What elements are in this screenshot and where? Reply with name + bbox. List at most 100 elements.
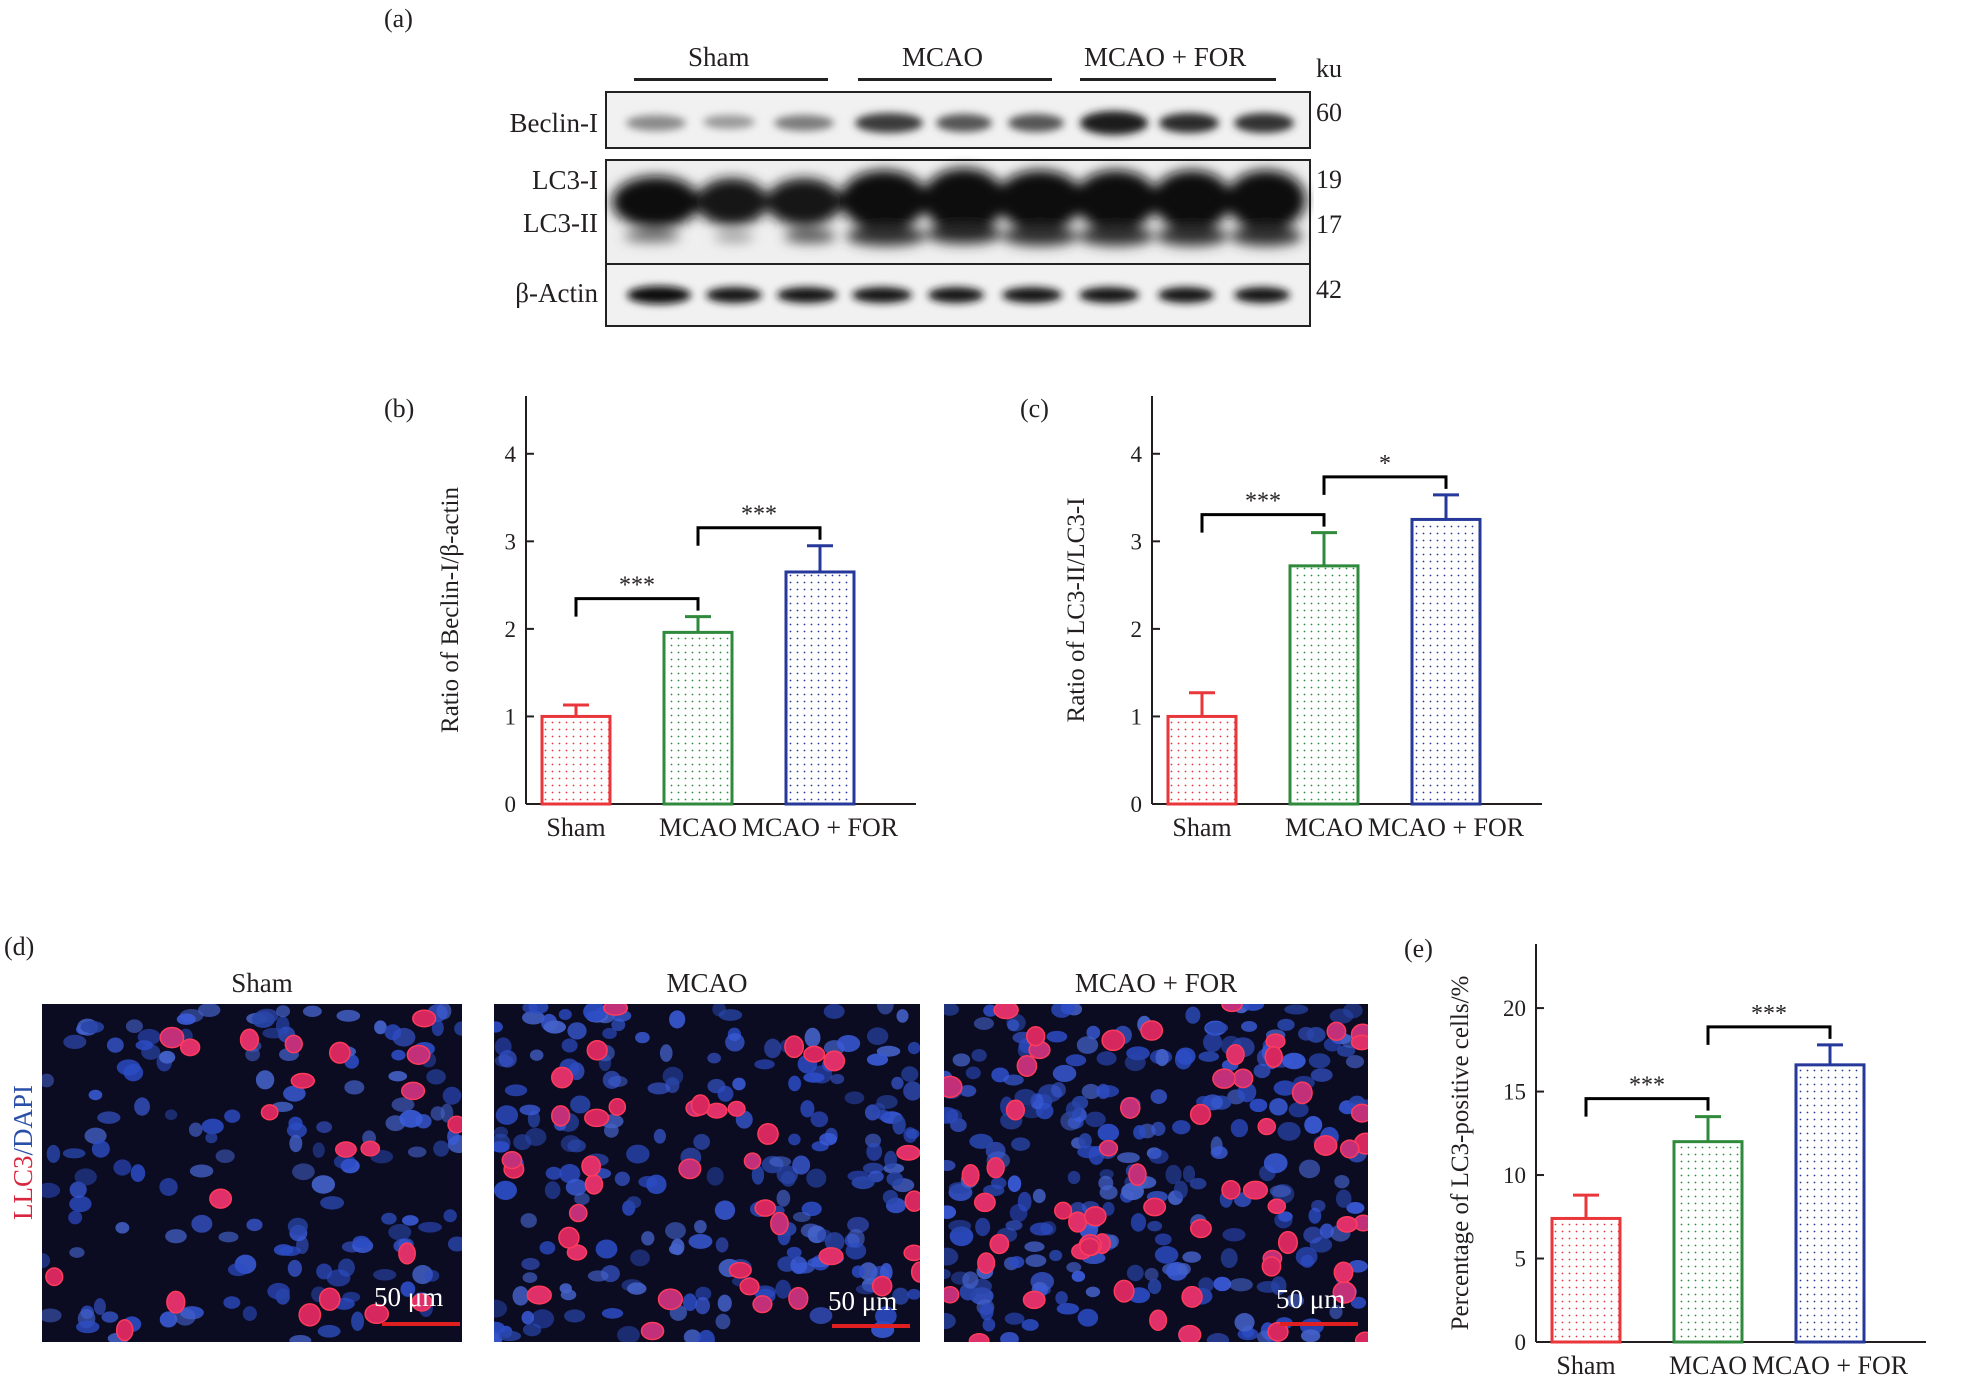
dapi-nucleus — [494, 1141, 510, 1153]
dapi-nucleus — [1304, 1115, 1323, 1134]
dapi-nucleus — [317, 1324, 341, 1338]
significance-label: *** — [619, 573, 655, 599]
micrograph-mcao-for — [944, 1004, 1368, 1342]
significance-bracket — [1706, 1025, 1832, 1045]
dapi-nucleus — [1241, 1020, 1258, 1032]
dapi-nucleus — [810, 1065, 833, 1084]
panel-label-d: (d) — [4, 932, 35, 961]
bar — [1166, 714, 1238, 806]
dapi-nucleus — [529, 1049, 544, 1061]
dapi-nucleus — [46, 1144, 61, 1163]
dapi-nucleus — [1350, 1296, 1367, 1309]
dapi-nucleus — [1121, 1182, 1144, 1201]
dapi-nucleus — [312, 1142, 325, 1158]
dapi-nucleus — [373, 1269, 397, 1281]
dapi-nucleus — [851, 1265, 865, 1278]
lc3-positive-cell — [406, 1044, 431, 1065]
lc3-positive-cell — [1149, 1309, 1168, 1331]
dapi-nucleus — [786, 1246, 802, 1259]
panel-label-c: (c) — [1020, 394, 1049, 423]
scale-bar-mcao-for — [1280, 1322, 1358, 1326]
dapi-nucleus — [1009, 1256, 1025, 1269]
dapi-nucleus — [1117, 1152, 1140, 1164]
stain-label-red: LLC3 — [8, 1155, 38, 1221]
dapi-nucleus — [311, 1175, 336, 1194]
dapi-nucleus — [969, 1133, 994, 1149]
dapi-nucleus — [388, 1071, 408, 1082]
dapi-nucleus — [990, 1177, 1007, 1190]
y-axis-label: Ratio of Beclin-I/β-actin — [437, 487, 464, 733]
dapi-nucleus — [1155, 1048, 1169, 1067]
micrograph-mcao — [494, 1004, 920, 1342]
lc3-positive-cell — [1291, 1081, 1313, 1105]
lc3-positive-cell — [1083, 1206, 1107, 1227]
dapi-nucleus — [1086, 1025, 1101, 1040]
dapi-nucleus — [602, 1027, 617, 1040]
dapi-nucleus — [1205, 1022, 1229, 1034]
dapi-nucleus — [944, 1205, 957, 1220]
dapi-nucleus — [712, 1004, 726, 1017]
lc3-positive-cell — [1264, 1045, 1283, 1068]
lc3-positive-cell — [239, 1028, 260, 1051]
dapi-nucleus — [205, 1132, 218, 1144]
lc3-positive-cell — [1005, 1099, 1026, 1121]
y-tick-label: 0 — [505, 792, 517, 817]
dapi-nucleus — [401, 1215, 419, 1226]
dapi-nucleus — [1009, 1203, 1028, 1222]
stain-label-blue: DAPI — [8, 1085, 38, 1149]
dapi-nucleus — [521, 1257, 540, 1271]
dapi-nucleus — [806, 1168, 827, 1188]
lc3-positive-cell — [1022, 1290, 1046, 1310]
category-label: Sham — [546, 813, 605, 842]
lc3-positive-cell — [1140, 1020, 1164, 1041]
blot-row-label-lc3-ii: LC3-II — [523, 208, 598, 238]
dapi-nucleus — [316, 1121, 333, 1133]
lc3-positive-cell — [944, 1075, 963, 1099]
dapi-nucleus — [333, 1154, 357, 1170]
dapi-nucleus — [201, 1118, 224, 1135]
dapi-nucleus — [1085, 1286, 1101, 1298]
dapi-nucleus — [176, 1013, 196, 1025]
dapi-nucleus — [635, 1031, 650, 1044]
dapi-nucleus — [707, 1052, 722, 1064]
lc3-positive-cell — [1068, 1211, 1088, 1233]
dapi-nucleus — [279, 1245, 301, 1257]
dapi-nucleus — [522, 1010, 545, 1025]
y-tick-label: 1 — [1131, 704, 1143, 729]
blot-group-label-sham: Sham — [688, 42, 750, 72]
dapi-nucleus — [971, 1048, 987, 1062]
dapi-nucleus — [431, 1019, 444, 1037]
lc3-positive-cell — [1098, 1139, 1119, 1157]
lc3-positive-cell — [179, 1038, 201, 1057]
lc3-positive-cell — [401, 1081, 426, 1101]
dapi-nucleus — [884, 1150, 898, 1169]
dapi-nucleus — [659, 1044, 673, 1062]
dapi-nucleus — [1065, 1101, 1082, 1119]
dapi-nucleus — [1346, 1201, 1365, 1214]
dapi-nucleus — [426, 1069, 446, 1085]
dapi-nucleus — [1274, 1211, 1293, 1229]
dapi-nucleus — [246, 1218, 263, 1232]
dapi-nucleus — [1284, 1004, 1309, 1015]
dapi-nucleus — [218, 1231, 239, 1243]
bar — [662, 630, 734, 806]
dapi-nucleus — [694, 1219, 707, 1234]
lc3-positive-cell — [1267, 1198, 1287, 1215]
dapi-nucleus — [531, 1309, 555, 1329]
lc3-positive-cell — [993, 1004, 1019, 1020]
dapi-nucleus — [494, 1180, 517, 1201]
lc3-positive-cell — [447, 1115, 462, 1134]
lc3-positive-cell — [360, 1140, 381, 1157]
dapi-nucleus — [1133, 1125, 1146, 1140]
dapi-nucleus — [851, 1176, 875, 1190]
dapi-nucleus — [519, 1104, 541, 1116]
dapi-nucleus — [1003, 1074, 1024, 1086]
dapi-nucleus — [543, 1020, 567, 1034]
dapi-nucleus — [336, 1009, 361, 1022]
lc3-positive-cell — [568, 1203, 588, 1223]
dapi-nucleus — [442, 1086, 462, 1105]
dapi-nucleus — [1032, 1188, 1046, 1204]
lc3-positive-cell — [398, 1242, 416, 1265]
dapi-nucleus — [962, 1271, 979, 1289]
lc3-positive-cell — [1350, 1103, 1368, 1123]
